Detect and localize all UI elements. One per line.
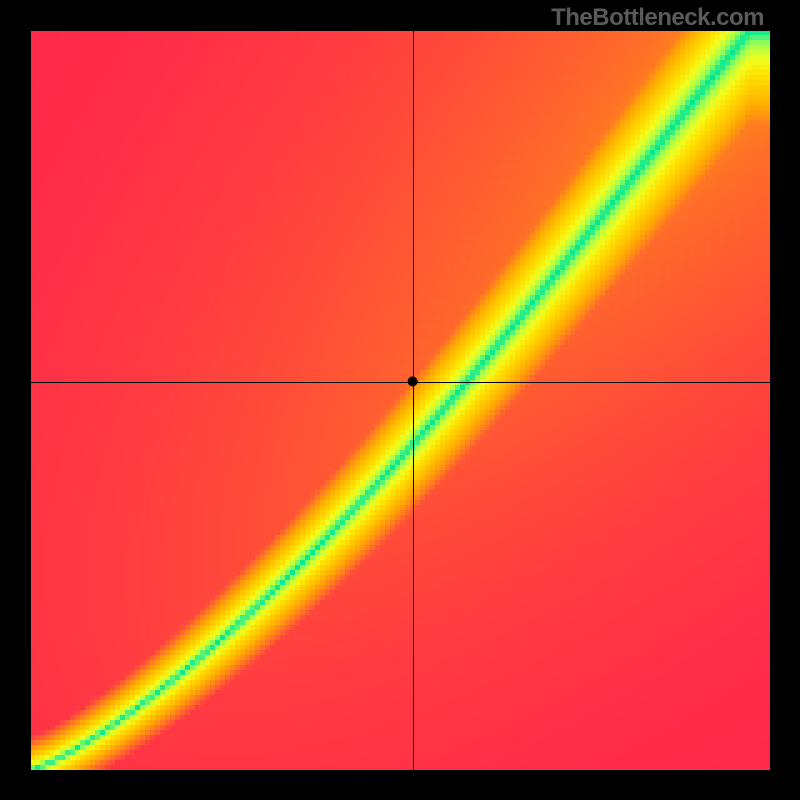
chart-container: TheBottleneck.com: [0, 0, 800, 800]
watermark-text: TheBottleneck.com: [551, 4, 764, 32]
bottleneck-heatmap: [0, 0, 800, 800]
